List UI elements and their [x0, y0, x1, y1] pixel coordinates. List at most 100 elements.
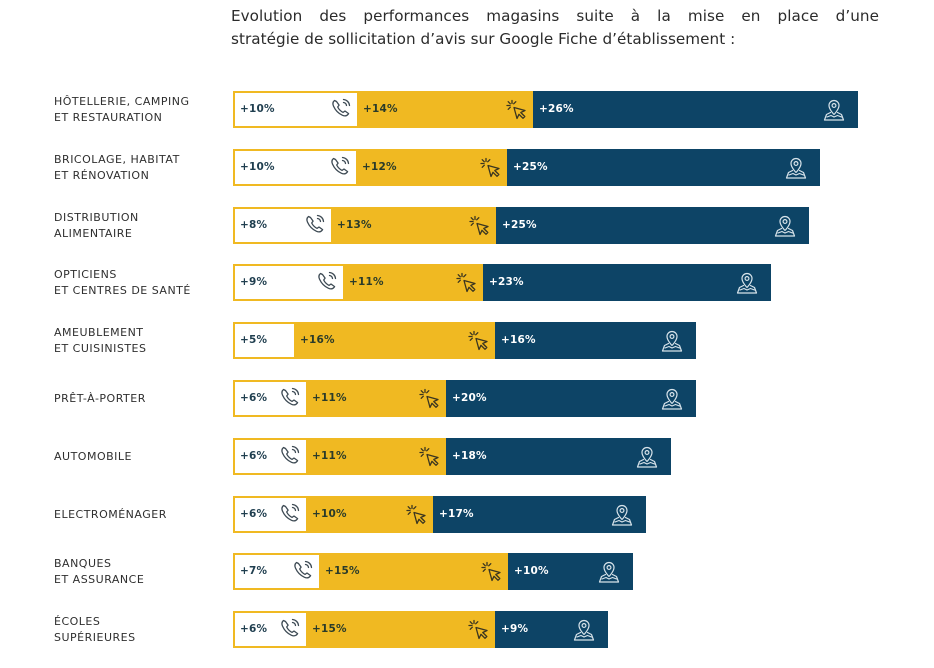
- category-label-line: ET CENTRES DE SANTÉ: [54, 283, 191, 297]
- directions-segment: +16%: [495, 322, 696, 359]
- cursor-click-icon: [416, 444, 442, 470]
- stacked-bar: +9% +11% +23%: [233, 264, 771, 301]
- calls-segment: +6%: [233, 438, 306, 475]
- phone-icon: [328, 95, 354, 121]
- phone-icon: [277, 384, 303, 410]
- value-label: +10%: [312, 508, 347, 520]
- phone-icon: [277, 500, 303, 526]
- value-label: +16%: [501, 334, 536, 346]
- stacked-bar: +6% +11% +20%: [233, 380, 696, 417]
- clicks-segment: +15%: [306, 611, 495, 648]
- category-label-line: ALIMENTAIRE: [54, 226, 133, 240]
- stacked-bar: +10% +12% +25%: [233, 149, 820, 186]
- cursor-click-icon: [503, 97, 529, 123]
- category-label-line: ÉCOLES: [54, 614, 101, 628]
- stacked-bar: +6% +10% +17%: [233, 496, 646, 533]
- value-label: +16%: [300, 334, 335, 346]
- map-pin-icon: [821, 97, 847, 123]
- clicks-segment: +15%: [319, 553, 508, 590]
- chart-title: Evolution des performances magasins suit…: [231, 5, 879, 51]
- cursor-click-icon: [478, 559, 504, 585]
- value-label: +12%: [362, 161, 397, 173]
- category-label-line: AUTOMOBILE: [54, 449, 132, 463]
- calls-segment: +8%: [233, 207, 331, 244]
- value-label: +13%: [337, 219, 372, 231]
- map-pin-icon: [634, 444, 660, 470]
- map-pin-icon: [596, 559, 622, 585]
- calls-segment: +5%: [233, 322, 294, 359]
- value-label: +15%: [312, 623, 347, 635]
- value-label: +25%: [513, 161, 548, 173]
- value-label: +10%: [514, 565, 549, 577]
- calls-segment: +7%: [233, 553, 319, 590]
- calls-segment: +6%: [233, 380, 306, 417]
- cursor-click-icon: [453, 270, 479, 296]
- category-label-line: DISTRIBUTION: [54, 210, 139, 224]
- directions-segment: +26%: [533, 91, 858, 128]
- cursor-click-icon: [465, 328, 491, 354]
- category-label: PRÊT-À-PORTER: [54, 380, 224, 417]
- value-label: +5%: [240, 334, 268, 346]
- map-pin-icon: [659, 328, 685, 354]
- directions-segment: +25%: [496, 207, 809, 244]
- category-label: BANQUES ET ASSURANCE: [54, 553, 224, 590]
- category-label: BRICOLAGE, HABITAT ET RÉNOVATION: [54, 149, 224, 186]
- category-label: AUTOMOBILE: [54, 438, 224, 475]
- value-label: +7%: [240, 565, 268, 577]
- category-label-line: BRICOLAGE, HABITAT: [54, 152, 180, 166]
- value-label: +11%: [312, 450, 347, 462]
- value-label: +6%: [240, 623, 268, 635]
- category-label-line: SUPÉRIEURES: [54, 630, 136, 644]
- calls-segment: +6%: [233, 611, 306, 648]
- category-label-line: ET ASSURANCE: [54, 572, 145, 586]
- category-label: HÔTELLERIE, CAMPING ET RESTAURATION: [54, 91, 224, 128]
- value-label: +9%: [501, 623, 529, 635]
- clicks-segment: +11%: [306, 438, 446, 475]
- value-label: +18%: [452, 450, 487, 462]
- value-label: +15%: [325, 565, 360, 577]
- directions-segment: +17%: [433, 496, 646, 533]
- map-pin-icon: [734, 270, 760, 296]
- value-label: +20%: [452, 392, 487, 404]
- chart-title-line-2: stratégie de sollicitation d’avis sur Go…: [231, 30, 736, 48]
- stacked-bar: +10% +14% +26%: [233, 91, 858, 128]
- value-label: +10%: [240, 161, 275, 173]
- phone-icon: [314, 268, 340, 294]
- calls-segment: +10%: [233, 91, 357, 128]
- value-label: +9%: [240, 276, 268, 288]
- value-label: +11%: [312, 392, 347, 404]
- clicks-segment: +13%: [331, 207, 496, 244]
- category-label: OPTICIENS ET CENTRES DE SANTÉ: [54, 264, 224, 301]
- clicks-segment: +11%: [343, 264, 483, 301]
- directions-segment: +10%: [508, 553, 633, 590]
- category-label: ELECTROMÉNAGER: [54, 496, 224, 533]
- value-label: +10%: [240, 103, 275, 115]
- clicks-segment: +14%: [357, 91, 533, 128]
- cursor-click-icon: [466, 213, 492, 239]
- chart-title-line-1: Evolution des performances magasins suit…: [231, 7, 879, 25]
- category-label-line: HÔTELLERIE, CAMPING: [54, 94, 190, 108]
- map-pin-icon: [571, 617, 597, 643]
- directions-segment: +18%: [446, 438, 671, 475]
- clicks-segment: +11%: [306, 380, 446, 417]
- value-label: +23%: [489, 276, 524, 288]
- directions-segment: +25%: [507, 149, 820, 186]
- value-label: +11%: [349, 276, 384, 288]
- category-label-line: PRÊT-À-PORTER: [54, 391, 146, 405]
- clicks-segment: +16%: [294, 322, 495, 359]
- value-label: +17%: [439, 508, 474, 520]
- value-label: +6%: [240, 508, 268, 520]
- calls-segment: +9%: [233, 264, 343, 301]
- cursor-click-icon: [465, 617, 491, 643]
- value-label: +26%: [539, 103, 574, 115]
- clicks-segment: +12%: [356, 149, 507, 186]
- category-label: AMEUBLEMENT ET CUISINISTES: [54, 322, 224, 359]
- phone-icon: [290, 557, 316, 583]
- calls-segment: +6%: [233, 496, 306, 533]
- value-label: +6%: [240, 450, 268, 462]
- category-label: DISTRIBUTION ALIMENTAIRE: [54, 207, 224, 244]
- cursor-click-icon: [416, 386, 442, 412]
- stacked-bar: +5% +16% +16%: [233, 322, 696, 359]
- map-pin-icon: [772, 213, 798, 239]
- directions-segment: +23%: [483, 264, 771, 301]
